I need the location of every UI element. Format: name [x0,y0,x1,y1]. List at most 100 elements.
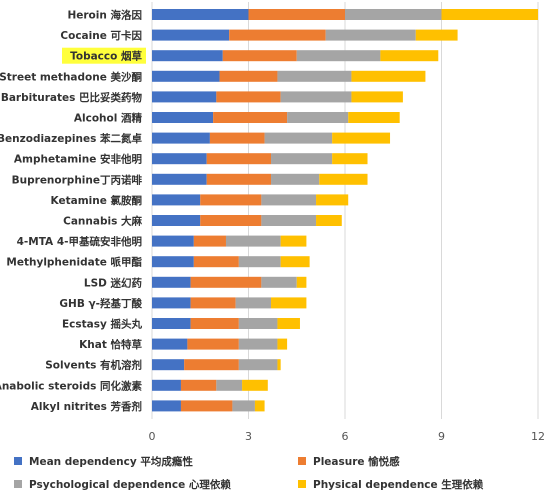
bar-segment [187,338,239,350]
bar-segment [277,318,300,329]
highlight-layer [62,47,146,64]
highlight-marker [62,47,146,64]
bar-segment [190,276,262,288]
x-tick-label: 9 [438,430,445,443]
bar-segment [261,215,317,226]
bar-segment [441,9,538,20]
bar-segment [152,318,191,329]
bar-segment [152,194,201,206]
bar-segment [271,153,333,165]
bar-segment [216,91,281,103]
legend: Mean dependency 平均成瘾性 Pleasure 愉悦感 Psychol… [14,455,484,491]
bar-segment [190,297,236,309]
bar-segment [200,215,262,226]
bar-segment [193,256,239,268]
bar-segment [238,256,281,268]
bar-segment [152,29,230,41]
bar-segment [219,70,278,82]
bar-segment [152,70,220,82]
bar-segment [277,359,281,371]
legend-swatch [14,457,22,465]
bar-segment [248,9,345,20]
legend-swatch [298,457,306,465]
x-tick-label: 0 [149,430,156,443]
x-axis-ticks: 0 3 6 9 12 [149,430,546,443]
legend-swatch [14,480,22,488]
bar-segment [380,50,439,62]
bar-segment [238,318,278,329]
category-label: 4-MTA 4-甲基硫安非他明 [17,235,142,248]
bar-segment [152,9,249,20]
bar-segment [264,132,333,144]
bar-segment [287,112,349,123]
bar-segment [152,235,194,247]
bar-segment [280,91,352,103]
bar-segment [152,338,188,350]
bar-segment [190,318,239,329]
x-tick-label: 3 [245,430,252,443]
bar-segment [152,297,191,309]
category-label: Khat 恰特草 [79,338,142,351]
bar-segment [152,91,217,103]
category-label: Ecstasy 摇头丸 [62,318,143,331]
legend-label: Mean dependency 平均成瘾性 [29,455,193,468]
category-label: Cannabis 大麻 [63,215,142,228]
category-label: Street methadone 美沙酮 [0,70,142,83]
bar-segment [193,235,226,247]
bar-segment [261,276,297,288]
bar-segment [206,173,272,185]
bar-segment [152,256,194,268]
bar-segment [351,70,426,82]
bar-segment [277,70,352,82]
bar-segment [348,112,400,123]
bar-segment [152,50,223,62]
category-label: Barbiturates 巴比妥类药物 [1,91,143,104]
legend-swatch [298,480,306,488]
bar-segment [216,379,243,391]
bar-segment [261,194,317,206]
bar-segment [254,400,265,412]
bar-segment [277,338,288,350]
bar-segment [271,173,320,185]
bar-segment [242,379,268,391]
legend-label: Psychological dependence 心理依赖 [29,478,231,491]
category-label: Alcohol 酒精 [74,112,143,125]
category-label: Solvents 有机溶剂 [45,359,142,372]
bar-segment [152,379,181,391]
bar-segment [222,50,297,62]
bar-segment [152,153,207,165]
bar-segment [345,9,442,20]
bar-segment [332,153,368,165]
bar-segment [225,235,281,247]
bar-segment [296,50,381,62]
bar-segment [200,194,262,206]
bar-segment [209,132,265,144]
bar-segment [229,29,326,41]
bar-segment [238,359,278,371]
bar-segment [319,173,368,185]
bar-segment [180,379,217,391]
bar-segment [152,173,207,185]
legend-label: Pleasure 愉悦感 [313,455,400,468]
bar-segment [415,29,458,41]
bar-segment [235,297,272,309]
x-tick-label: 6 [342,430,349,443]
x-tick-label: 12 [531,430,545,443]
category-label: Amphetamine 安非他明 [14,153,142,166]
bar-segment [232,400,255,412]
bar-segment [152,112,214,123]
bars [152,9,538,412]
bar-segment [280,235,307,247]
bar-segment [152,400,181,412]
bar-segment [296,276,307,288]
bar-segment [332,132,391,144]
category-label: Tobacco 烟草 [70,50,142,63]
bar-segment [271,297,307,309]
bar-segment [316,194,349,206]
category-label: GHB γ-羟基丁酸 [59,297,142,310]
bar-segment [280,256,310,268]
bar-segment [152,132,210,144]
category-label: Anabolic steroids 同化激素 [0,379,142,392]
bar-segment [213,112,288,123]
